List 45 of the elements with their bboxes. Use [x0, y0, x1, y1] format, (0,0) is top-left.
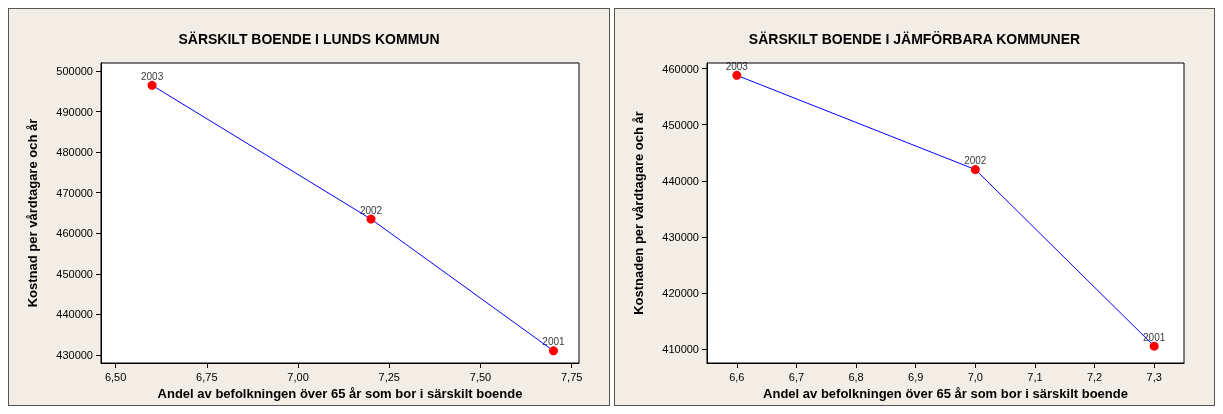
- x-tick-label: 7,0: [967, 370, 983, 383]
- chart-title: SÄRSKILT BOENDE I LUNDS KOMMUN: [178, 31, 440, 47]
- point: [1149, 341, 1159, 351]
- point: [548, 346, 558, 356]
- annotation: 2003: [725, 60, 749, 72]
- x-tick-label: 7,2: [1086, 370, 1103, 383]
- y-axis-title: Kostnad per vårdtagare och år: [25, 118, 40, 308]
- x-axis-title: Andel av befolkningen över 65 år som bor i särskilt boende: [157, 386, 523, 401]
- y-tick-label: 450000: [56, 267, 93, 280]
- chart-title: SÄRSKILT BOENDE I JÄMFÖRBARA KOMMUNER: [748, 31, 1081, 47]
- y-tick-label: 430000: [662, 230, 699, 243]
- y-tick-label: 460000: [56, 227, 93, 240]
- y-tick-label: 490000: [56, 105, 93, 118]
- annotation: 2002: [359, 204, 383, 216]
- y-tick-label: 440000: [56, 308, 93, 321]
- x-tick-label: 6,7: [788, 370, 805, 383]
- x-axis-title: Andel av befolkningen över 65 år som bor i särskilt boende: [763, 386, 1128, 401]
- x-tick-label: 6,9: [908, 370, 924, 383]
- y-tick-label: 440000: [662, 174, 699, 187]
- point: [732, 70, 742, 80]
- annotation: 2002: [964, 155, 987, 167]
- x-tick-label: 7,25: [378, 370, 400, 383]
- y-tick-label: 450000: [662, 118, 699, 131]
- y-tick-label: 410000: [662, 342, 699, 355]
- y-tick-label: 470000: [56, 186, 93, 199]
- x-tick-label: 6,8: [848, 370, 864, 383]
- annotation: 2001: [542, 336, 566, 348]
- x-tick-label: 7,1: [1027, 370, 1043, 383]
- annotation: 2003: [140, 70, 164, 82]
- x-tick-label: 7,50: [469, 370, 492, 383]
- y-tick-label: 480000: [56, 146, 93, 159]
- x-tick-label: 7,3: [1146, 370, 1162, 383]
- y-tick-label: 500000: [56, 65, 93, 78]
- point: [147, 80, 157, 90]
- y-axis-title: Kostnaden per vårdtagare och år: [631, 111, 646, 315]
- point: [970, 165, 980, 175]
- x-tick-label: 6,50: [104, 370, 127, 383]
- x-tick-label: 6,6: [729, 370, 745, 383]
- point: [366, 214, 376, 224]
- y-tick-label: 460000: [662, 62, 699, 75]
- y-tick-label: 430000: [56, 348, 93, 361]
- x-tick-label: 7,75: [560, 370, 583, 383]
- x-tick-label: 7,00: [287, 370, 309, 383]
- y-tick-label: 420000: [662, 286, 699, 299]
- x-tick-label: 6,75: [196, 370, 218, 383]
